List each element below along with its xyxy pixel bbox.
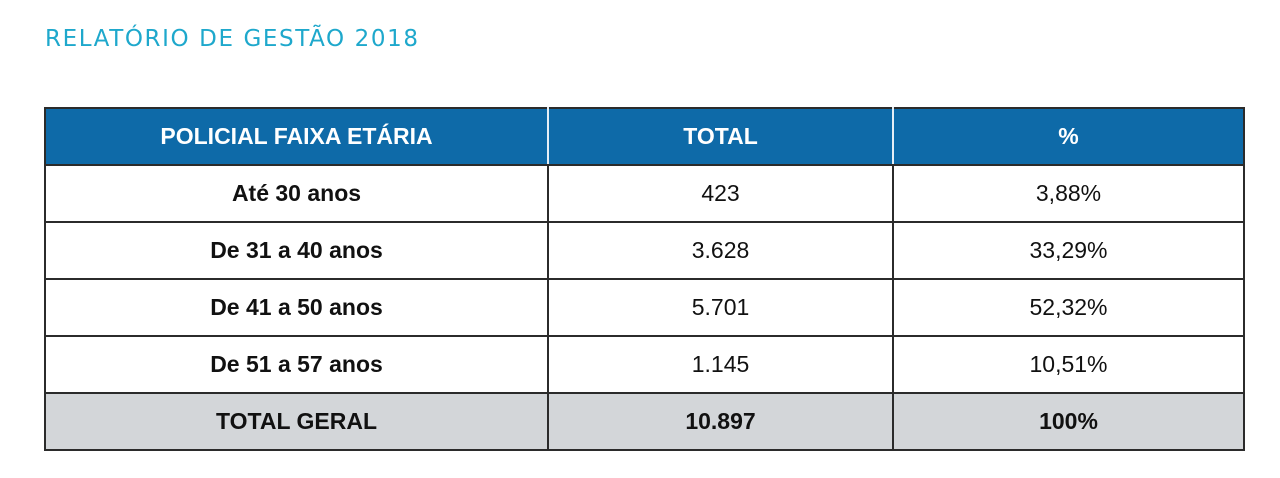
- age-range-cell: De 51 a 57 anos: [44, 335, 549, 394]
- table-row: Até 30 anos 423 3,88%: [44, 164, 1245, 223]
- total-cell: 3.628: [547, 221, 894, 280]
- age-range-cell: De 31 a 40 anos: [44, 221, 549, 280]
- table-body: Até 30 anos 423 3,88% De 31 a 40 anos 3.…: [44, 164, 1245, 451]
- total-cell: 1.145: [547, 335, 894, 394]
- grand-total-cell: 10.897: [547, 392, 894, 451]
- total-label-cell: TOTAL GERAL: [44, 392, 549, 451]
- table-row: De 51 a 57 anos 1.145 10,51%: [44, 335, 1245, 394]
- report-title: RELATÓRIO DE GESTÃO 2018: [45, 26, 420, 52]
- total-cell: 423: [547, 164, 894, 223]
- age-range-table: POLICIAL FAIXA ETÁRIA TOTAL % Até 30 ano…: [44, 107, 1245, 451]
- total-row: TOTAL GERAL 10.897 100%: [44, 392, 1245, 451]
- header-row: POLICIAL FAIXA ETÁRIA TOTAL %: [44, 107, 1245, 166]
- percent-cell: 10,51%: [892, 335, 1245, 394]
- total-cell: 5.701: [547, 278, 894, 337]
- age-range-cell: Até 30 anos: [44, 164, 549, 223]
- percent-cell: 3,88%: [892, 164, 1245, 223]
- grand-percent-cell: 100%: [892, 392, 1245, 451]
- percent-cell: 33,29%: [892, 221, 1245, 280]
- percent-cell: 52,32%: [892, 278, 1245, 337]
- table-row: De 41 a 50 anos 5.701 52,32%: [44, 278, 1245, 337]
- table-row: De 31 a 40 anos 3.628 33,29%: [44, 221, 1245, 280]
- table-header: POLICIAL FAIXA ETÁRIA TOTAL %: [44, 107, 1245, 166]
- age-range-cell: De 41 a 50 anos: [44, 278, 549, 337]
- column-header-total: TOTAL: [547, 107, 894, 166]
- column-header-percent: %: [892, 107, 1245, 166]
- column-header-age-range: POLICIAL FAIXA ETÁRIA: [44, 107, 549, 166]
